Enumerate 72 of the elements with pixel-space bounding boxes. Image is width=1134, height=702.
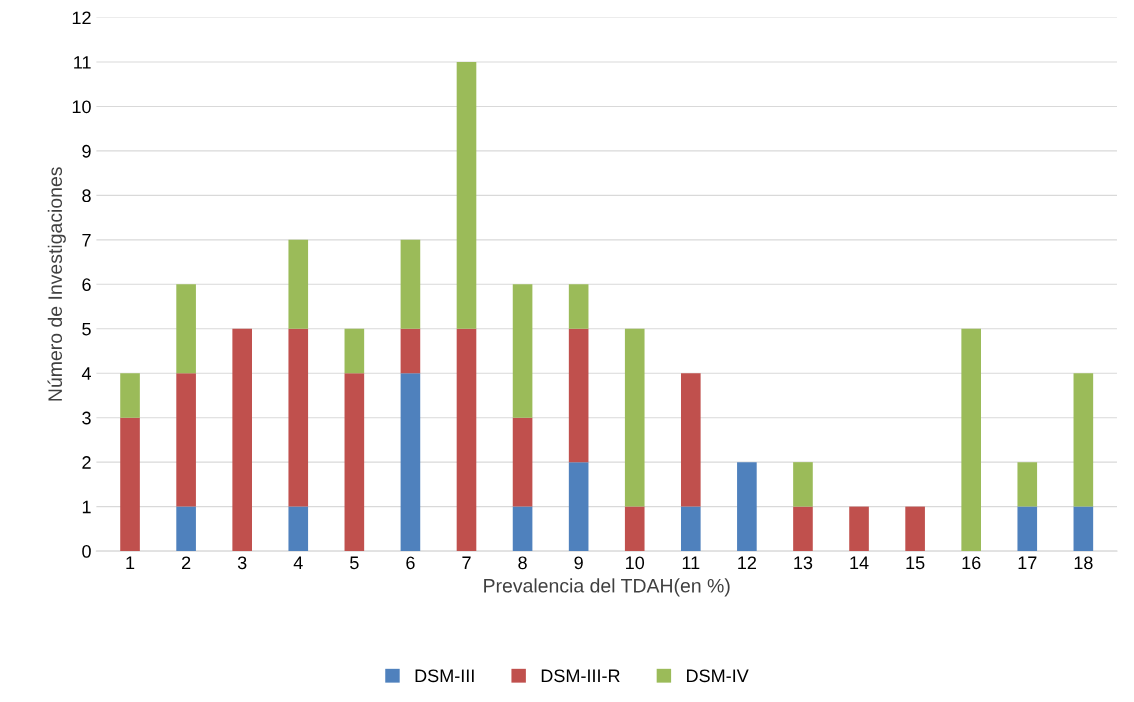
bar [793,506,813,552]
x-tick-label: 3 [237,556,247,570]
bar [568,462,589,552]
y-tick-label: 7 [82,233,91,247]
y-tick-label: 0 [82,545,91,558]
bar [905,506,925,552]
y-tick-label: 12 [72,11,91,25]
legend-label: DSM-III-R [541,669,620,683]
bar [288,506,309,552]
y-tick-label: 3 [82,411,91,425]
x-tick-label: 10 [626,556,645,570]
x-tick-label: 9 [574,556,583,570]
x-tick-label: 13 [794,556,813,570]
bar [1073,373,1094,507]
bar [176,506,196,552]
bar [1073,506,1094,552]
bar [176,284,196,374]
bar [288,239,309,329]
bar [120,417,140,552]
bar [512,417,533,507]
y-tick-label: 4 [81,367,91,380]
y-tick-label: 11 [74,56,91,69]
bar [400,373,421,552]
y-tick-label: 5 [82,322,91,336]
y-tick-label: 8 [82,189,91,203]
y-tick-label: 9 [82,144,91,158]
x-tick-label: 6 [406,556,415,570]
bar [456,62,477,329]
bar [400,328,421,374]
y-tick-label: 1 [82,500,91,514]
bar [400,239,421,329]
x-tick-label: 11 [682,556,700,570]
y-tick-label: 2 [82,456,91,469]
y-tick-label: 10 [72,100,91,114]
bar [232,328,252,552]
bar [344,328,365,374]
bar [680,506,701,552]
x-tick-label: 14 [850,556,869,570]
x-tick-label: 16 [962,556,981,570]
bar [512,506,533,552]
y-tick-label: 6 [82,278,91,292]
x-tick-label: 8 [518,556,527,570]
legend-label: DSM-III [415,669,474,683]
bar [344,373,365,552]
x-tick-label: 7 [462,556,471,570]
legend-label: DSM-IV [687,669,749,683]
bar [624,506,645,552]
bar [288,328,309,507]
bar [1017,462,1038,507]
x-tick-label: 5 [350,556,359,570]
bar [568,284,589,329]
bar [456,328,477,552]
bar [961,328,981,552]
x-tick-label: 4 [293,556,303,570]
x-tick-label: 2 [182,556,191,570]
bar [120,373,140,418]
bar [624,328,645,507]
bar [680,373,701,507]
bar [793,462,813,507]
bar [568,328,589,463]
bar [1017,506,1038,552]
x-axis-title: Prevalencia del TDAH(en %) [484,578,730,597]
bar [737,462,757,552]
x-tick-label: 12 [738,556,757,570]
x-tick-label: 15 [906,556,925,570]
x-tick-label: 18 [1074,556,1093,570]
x-tick-label: 17 [1018,556,1037,570]
bar [849,506,869,552]
x-tick-label: 1 [126,556,135,570]
y-axis-title: Número de Investigaciones [47,167,66,401]
bar [176,373,196,507]
bar [512,284,533,418]
